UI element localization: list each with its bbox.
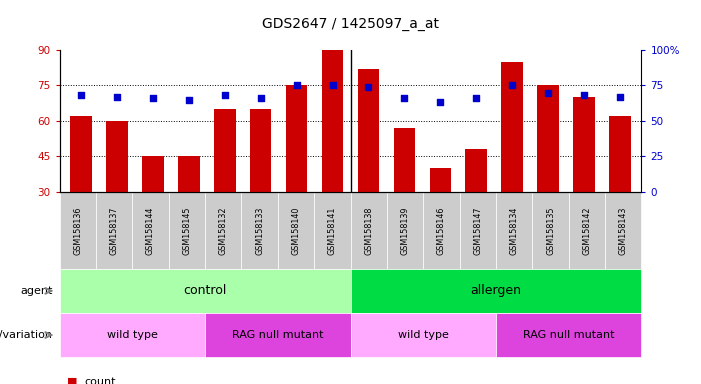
Text: GSM158143: GSM158143 <box>619 206 627 255</box>
Bar <box>430 168 451 192</box>
Point <box>470 95 482 101</box>
Text: GSM158138: GSM158138 <box>365 206 373 255</box>
Point <box>183 97 194 103</box>
Text: wild type: wild type <box>107 330 158 340</box>
Point <box>255 95 266 101</box>
Text: GSM158133: GSM158133 <box>255 206 264 255</box>
Bar <box>465 149 487 192</box>
Text: wild type: wild type <box>397 330 449 340</box>
Text: genotype/variation: genotype/variation <box>0 330 53 340</box>
Bar <box>178 157 200 192</box>
Text: GSM158142: GSM158142 <box>583 206 592 255</box>
Bar <box>573 97 594 192</box>
Bar <box>214 109 236 192</box>
Bar <box>322 50 343 192</box>
Text: GSM158135: GSM158135 <box>546 206 555 255</box>
Point <box>76 92 87 98</box>
Text: GDS2647 / 1425097_a_at: GDS2647 / 1425097_a_at <box>262 17 439 31</box>
Bar <box>501 62 523 192</box>
Text: GSM158146: GSM158146 <box>437 206 446 255</box>
Bar <box>70 116 92 192</box>
Text: allergen: allergen <box>470 285 522 297</box>
Text: GSM158145: GSM158145 <box>182 206 191 255</box>
Text: GSM158144: GSM158144 <box>146 206 155 255</box>
Text: GSM158134: GSM158134 <box>510 206 519 255</box>
Text: RAG null mutant: RAG null mutant <box>232 330 324 340</box>
Bar <box>142 157 164 192</box>
Bar <box>537 86 559 192</box>
Text: RAG null mutant: RAG null mutant <box>523 330 615 340</box>
Point <box>291 83 302 89</box>
Point <box>111 94 123 100</box>
Text: GSM158136: GSM158136 <box>74 206 82 255</box>
Point <box>327 83 338 89</box>
Text: GSM158132: GSM158132 <box>219 206 228 255</box>
Point <box>219 92 231 98</box>
Text: GSM158137: GSM158137 <box>109 206 118 255</box>
Text: count: count <box>84 377 116 384</box>
Point <box>363 84 374 90</box>
Bar <box>358 69 379 192</box>
Point <box>614 94 625 100</box>
Text: GSM158147: GSM158147 <box>473 206 482 255</box>
Text: GSM158140: GSM158140 <box>292 206 301 255</box>
Point <box>399 95 410 101</box>
Point <box>507 83 518 89</box>
Text: control: control <box>184 285 226 297</box>
Text: GSM158139: GSM158139 <box>400 206 409 255</box>
Bar <box>107 121 128 192</box>
Text: agent: agent <box>20 286 53 296</box>
Point <box>147 95 158 101</box>
Text: ■: ■ <box>67 377 77 384</box>
Bar <box>609 116 631 192</box>
Bar <box>286 86 308 192</box>
Bar <box>393 128 415 192</box>
Text: GSM158141: GSM158141 <box>328 206 336 255</box>
Bar <box>250 109 271 192</box>
Point <box>435 99 446 106</box>
Point <box>543 89 554 96</box>
Point <box>578 92 590 98</box>
